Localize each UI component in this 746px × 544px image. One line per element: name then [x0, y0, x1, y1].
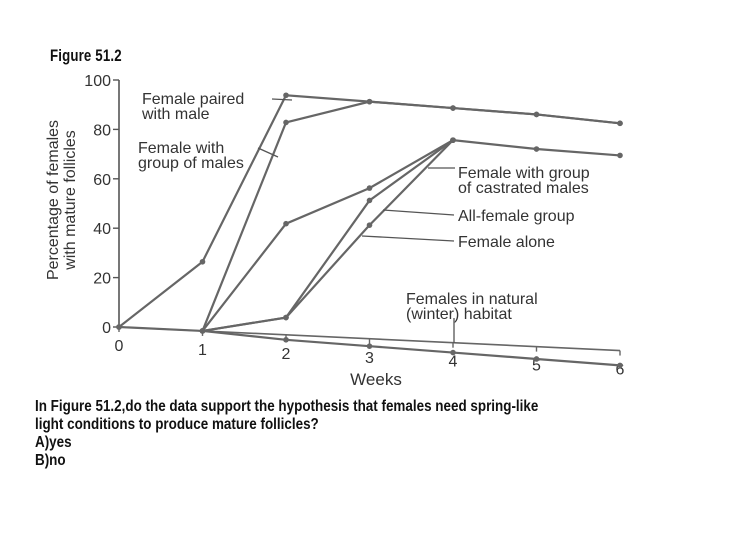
series-label-line: Female with group: [458, 165, 590, 182]
data-point: [283, 119, 289, 126]
leader-line: [257, 147, 279, 158]
y-tick-label: 20: [93, 271, 111, 288]
series-label-line: of castrated males: [458, 180, 589, 197]
chart-series: [116, 92, 623, 369]
data-point: [116, 324, 122, 330]
y-tick-label: 100: [84, 73, 111, 90]
data-point: [533, 146, 540, 152]
series-line: [202, 139, 454, 333]
series-label-line: Female paired: [142, 91, 244, 108]
series-label-4: Female alone: [361, 234, 555, 251]
series-label-line: Females in natural: [406, 291, 538, 308]
data-point: [617, 120, 623, 127]
series-label-line: group of males: [138, 155, 244, 172]
data-point: [450, 137, 456, 143]
question-text-line2: light conditions to produce mature folli…: [35, 416, 319, 433]
data-point: [533, 111, 540, 118]
x-tick-label: 0: [115, 338, 124, 355]
y-axis-title-line: Percentage of females: [45, 120, 62, 280]
y-tick-label: 0: [102, 320, 111, 337]
series-line: [201, 139, 621, 332]
x-tick-label: 3: [365, 350, 374, 367]
chart-axes: 0 20 40 60 80 100 0 1 2 3 4 5 6 Weeks Percentage of fe…: [45, 73, 625, 389]
y-tick-label: 80: [93, 122, 111, 139]
y-axis-title-line: with mature follicles: [62, 130, 79, 271]
data-point: [199, 328, 206, 334]
x-tick-label: 1: [198, 342, 207, 359]
data-point: [366, 222, 373, 228]
series-label-5: Females in natural(winter) habitat: [406, 291, 538, 343]
x-axis-title: Weeks: [350, 370, 402, 389]
data-point: [617, 362, 623, 369]
x-tick-label: 4: [449, 354, 458, 371]
question-block: In Figure 51.2,do the data support the h…: [35, 398, 735, 470]
y-tick-label: 40: [93, 221, 111, 238]
line-chart: 0 20 40 60 80 100 0 1 2 3 4 5 6 Weeks Percentage of fe…: [45, 73, 625, 389]
data-point: [366, 98, 373, 105]
data-point: [366, 343, 373, 349]
y-tick-label: 60: [93, 172, 111, 189]
question-text-line1: In Figure 51.2,do the data support the h…: [35, 398, 539, 415]
data-point: [533, 356, 540, 362]
data-point: [366, 197, 373, 204]
data-point: [199, 258, 206, 265]
leader-line: [361, 235, 455, 242]
figure-label: Figure 51.2: [50, 46, 122, 65]
data-point: [283, 314, 289, 321]
series-label-line: All-female group: [458, 208, 575, 225]
series-label-line: (winter) habitat: [406, 306, 512, 323]
data-point: [283, 92, 289, 99]
series-label-line: Female with: [138, 140, 224, 157]
y-axis-title: Percentage of females with mature follicl…: [45, 120, 79, 280]
series-label-3: All-female group: [382, 208, 575, 225]
series-line: [201, 100, 621, 332]
series-label-line: Female alone: [458, 234, 555, 251]
data-point: [366, 185, 373, 191]
data-point: [617, 152, 623, 159]
x-tick-label: 5: [532, 358, 541, 375]
series-5: [116, 324, 623, 369]
leader-line: [271, 98, 293, 101]
x-tick-label: 2: [282, 346, 291, 363]
data-point: [450, 349, 456, 356]
series-label-line: with male: [141, 106, 210, 123]
leader-line: [382, 209, 455, 216]
data-point: [283, 220, 289, 227]
data-point: [450, 105, 456, 111]
data-point: [283, 336, 289, 343]
answer-option-a[interactable]: A)yes: [35, 434, 72, 451]
answer-option-b[interactable]: B)no: [35, 452, 66, 469]
x-tick-label: 6: [616, 362, 625, 379]
